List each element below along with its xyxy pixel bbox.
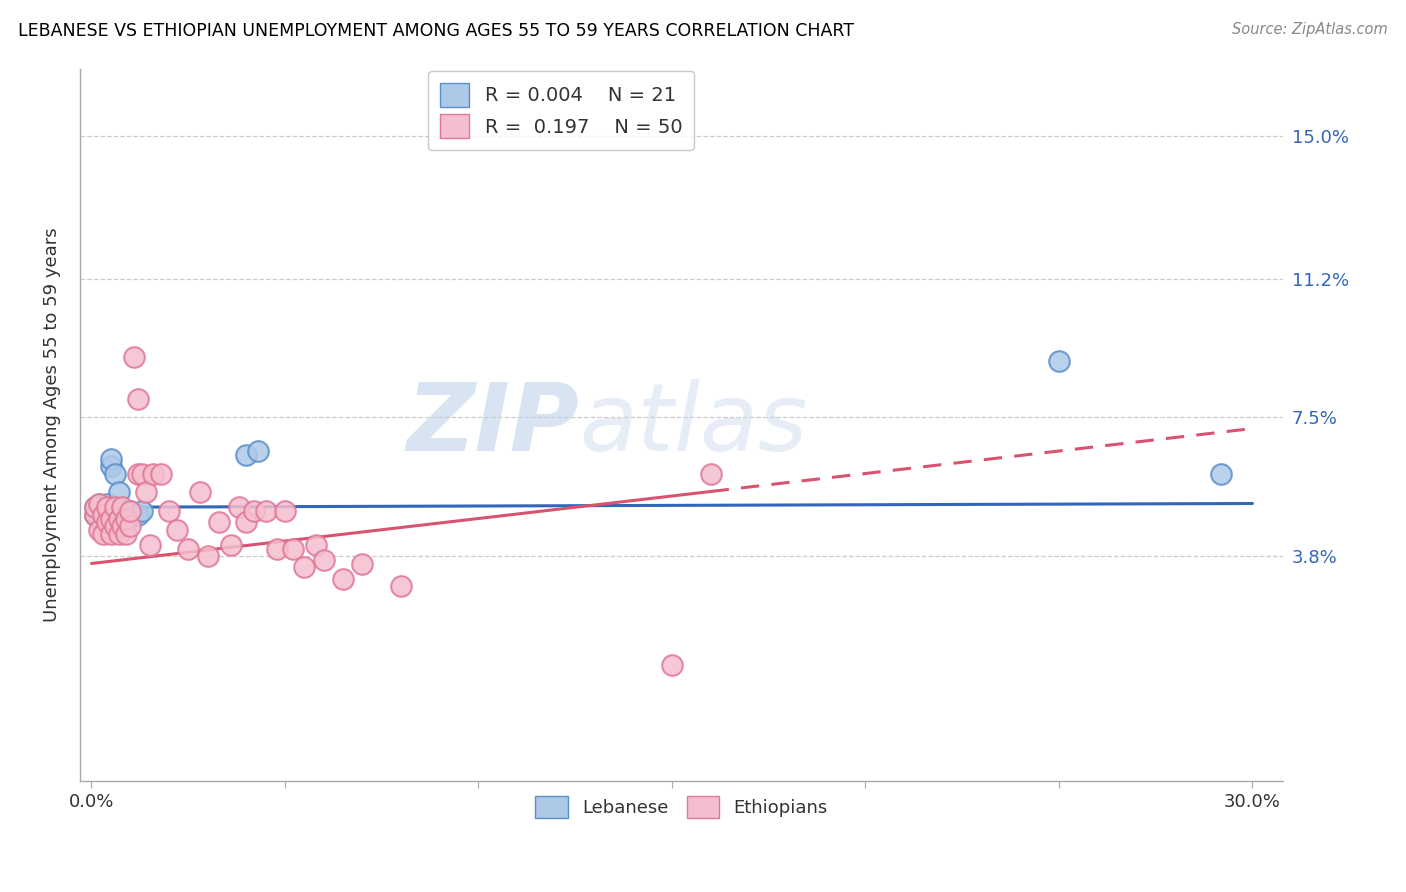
Point [254, 504, 277, 518]
Point [389, 579, 412, 593]
Point [332, 572, 354, 586]
Point [111, 515, 134, 529]
Point [84, 508, 107, 522]
Point [138, 538, 160, 552]
Point [1211, 467, 1233, 481]
Point [84, 508, 107, 522]
Point [100, 458, 122, 473]
Text: atlas: atlas [579, 379, 807, 470]
Point [292, 560, 315, 574]
Point [246, 444, 269, 458]
Point [135, 485, 157, 500]
Point [120, 519, 142, 533]
Point [197, 549, 219, 563]
Point [104, 467, 127, 481]
Point [1047, 354, 1070, 368]
Point [131, 504, 153, 518]
Point [127, 508, 149, 522]
Point [150, 467, 173, 481]
Point [96, 496, 118, 510]
Point [115, 511, 138, 525]
Point [219, 538, 242, 552]
Point [157, 504, 180, 518]
Point [84, 500, 107, 515]
Point [266, 541, 288, 556]
Point [281, 541, 304, 556]
Text: LEBANESE VS ETHIOPIAN UNEMPLOYMENT AMONG AGES 55 TO 59 YEARS CORRELATION CHART: LEBANESE VS ETHIOPIAN UNEMPLOYMENT AMONG… [18, 22, 855, 40]
Point [120, 504, 142, 518]
Point [104, 500, 127, 515]
Point [235, 448, 257, 462]
Point [89, 496, 111, 510]
Point [127, 392, 149, 406]
Point [96, 515, 118, 529]
Point [100, 511, 122, 525]
Point [91, 508, 114, 522]
Point [188, 485, 211, 500]
Point [131, 467, 153, 481]
Point [228, 500, 250, 515]
Point [89, 511, 111, 525]
Point [84, 500, 107, 515]
Point [305, 538, 328, 552]
Point [107, 485, 129, 500]
Point [111, 500, 134, 515]
Point [100, 451, 122, 466]
Point [661, 657, 683, 672]
Point [104, 519, 127, 533]
Point [107, 526, 129, 541]
Point [352, 557, 374, 571]
Point [107, 511, 129, 525]
Point [166, 523, 188, 537]
Point [120, 504, 142, 518]
Point [96, 500, 118, 515]
Text: Source: ZipAtlas.com: Source: ZipAtlas.com [1232, 22, 1388, 37]
Point [142, 467, 165, 481]
Point [243, 504, 266, 518]
Point [96, 504, 118, 518]
Point [115, 515, 138, 529]
Point [115, 526, 138, 541]
Point [91, 526, 114, 541]
Point [100, 526, 122, 541]
Legend: Lebanese, Ethiopians: Lebanese, Ethiopians [529, 789, 835, 825]
Point [177, 541, 200, 556]
Point [89, 496, 111, 510]
Point [91, 504, 114, 518]
Point [274, 504, 297, 518]
Text: ZIP: ZIP [406, 379, 579, 471]
Point [111, 519, 134, 533]
Y-axis label: Unemployment Among Ages 55 to 59 years: Unemployment Among Ages 55 to 59 years [44, 227, 60, 622]
Point [208, 515, 231, 529]
Point [89, 523, 111, 537]
Point [91, 508, 114, 522]
Point [122, 351, 145, 365]
Point [312, 553, 335, 567]
Point [127, 467, 149, 481]
Point [235, 515, 257, 529]
Point [699, 467, 721, 481]
